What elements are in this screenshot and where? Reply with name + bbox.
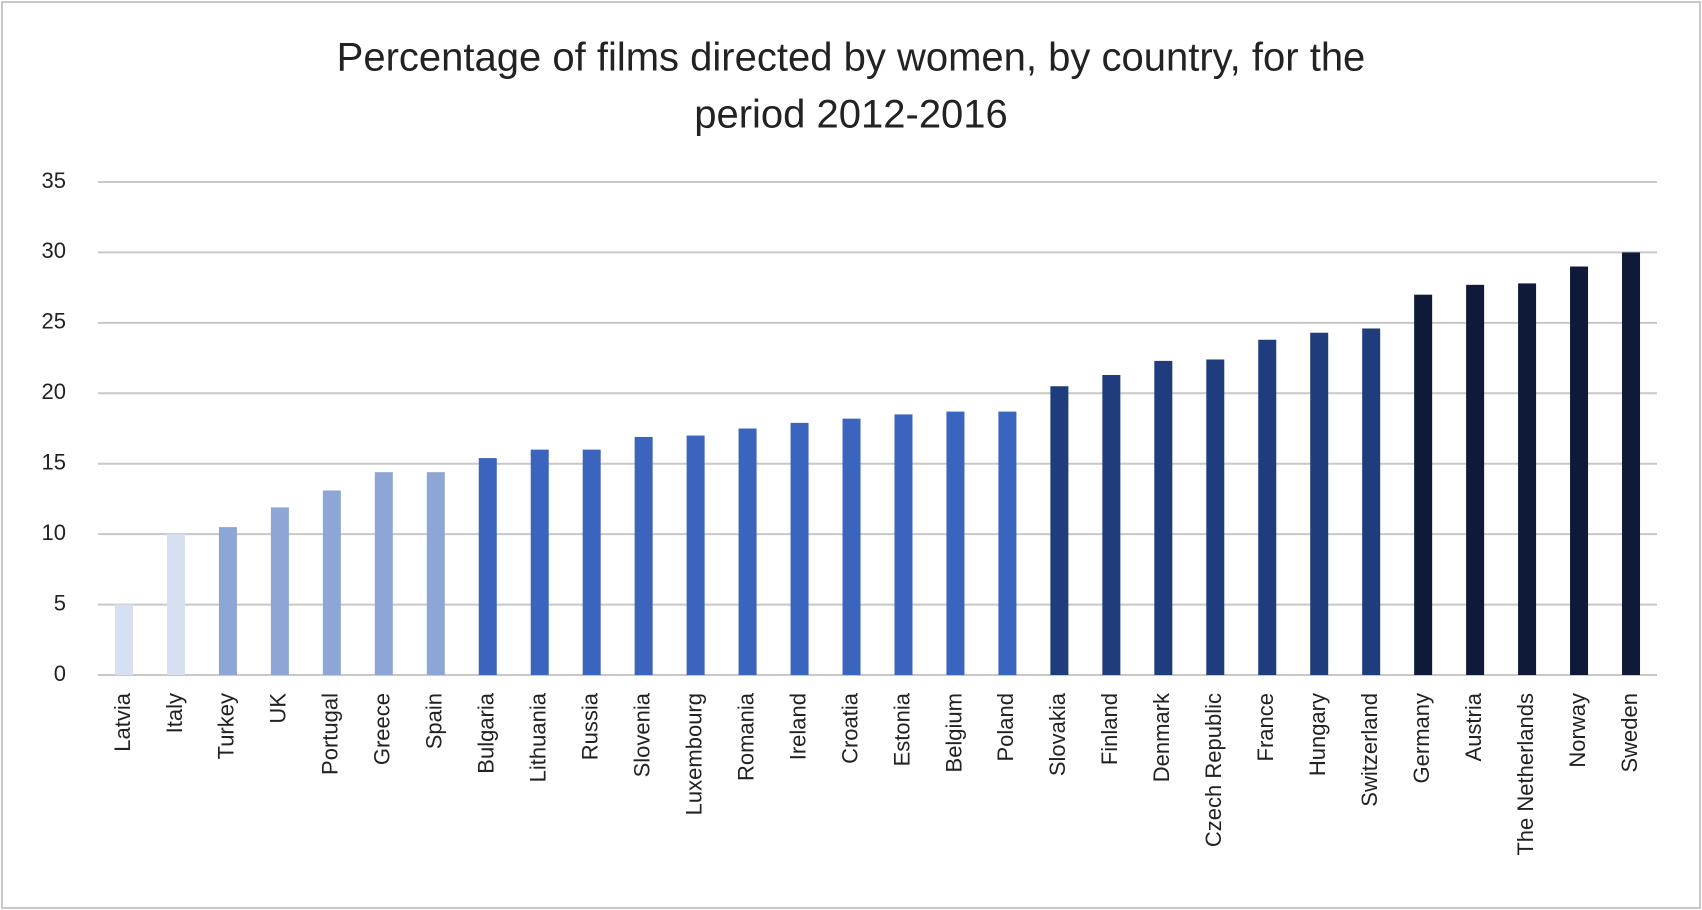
x-tick-label: France — [1253, 693, 1278, 761]
x-tick-label: Norway — [1565, 693, 1590, 768]
bar — [1362, 328, 1381, 675]
y-tick-label: 30 — [42, 238, 66, 263]
x-tick-label: Switzerland — [1357, 693, 1382, 807]
bar — [842, 418, 861, 675]
y-tick-label: 20 — [42, 379, 66, 404]
y-tick-label: 5 — [54, 590, 66, 615]
y-tick-label: 10 — [42, 520, 66, 545]
x-tick-label: Greece — [370, 693, 395, 765]
x-tick-label: Czech Republic — [1201, 693, 1226, 847]
x-tick-label: Turkey — [214, 693, 239, 759]
y-tick-label: 35 — [42, 168, 66, 193]
bar — [946, 411, 965, 675]
x-tick-label: Poland — [993, 693, 1018, 762]
bar — [1414, 294, 1433, 675]
x-tick-label: Finland — [1097, 693, 1122, 765]
bar — [1466, 284, 1485, 675]
x-tick-label: Bulgaria — [474, 692, 499, 773]
x-tick-label: Luxembourg — [681, 693, 706, 815]
bar — [1310, 332, 1329, 675]
bar — [166, 534, 185, 675]
x-tick-label: UK — [266, 693, 291, 724]
x-tick-label: Estonia — [889, 692, 914, 766]
x-tick-label: Russia — [577, 692, 602, 760]
x-tick-label: Austria — [1461, 692, 1486, 761]
bar — [686, 435, 705, 675]
bar — [1518, 283, 1537, 675]
bar — [634, 436, 653, 675]
y-tick-label: 15 — [42, 450, 66, 475]
bar — [998, 411, 1017, 675]
x-tick-label: Slovakia — [1045, 692, 1070, 776]
x-tick-label: Italy — [162, 693, 187, 733]
bar — [270, 507, 289, 675]
bar — [790, 422, 809, 675]
bar — [1102, 374, 1121, 675]
chart-title: Percentage of films directed by women, b… — [337, 36, 1366, 80]
x-tick-label: Ireland — [785, 693, 810, 760]
x-tick-label: Germany — [1409, 693, 1434, 783]
bar — [1622, 252, 1641, 675]
x-tick-label: Latvia — [110, 692, 135, 751]
bar — [478, 458, 497, 675]
bar — [738, 428, 757, 675]
x-tick-label: Portugal — [318, 693, 343, 775]
bar — [1206, 359, 1225, 675]
bar — [322, 490, 341, 675]
bar — [530, 449, 549, 675]
bar — [374, 472, 393, 675]
bar — [1570, 266, 1589, 675]
bar — [218, 527, 237, 675]
bar — [1258, 339, 1277, 675]
x-tick-label: Belgium — [941, 693, 966, 772]
x-tick-label: Sweden — [1617, 693, 1642, 773]
bar — [582, 449, 601, 675]
bar — [426, 472, 445, 675]
x-tick-label: Lithuania — [526, 692, 551, 782]
y-tick-label: 25 — [42, 309, 66, 334]
x-tick-label: Spain — [422, 693, 447, 749]
y-tick-label: 0 — [54, 661, 66, 686]
x-tick-label: Slovenia — [629, 692, 654, 777]
x-tick-label: The Netherlands — [1513, 693, 1538, 856]
x-tick-label: Croatia — [837, 692, 862, 764]
bar — [114, 604, 133, 675]
bar — [1050, 386, 1069, 675]
x-tick-label: Hungary — [1305, 693, 1330, 776]
chart-title: period 2012-2016 — [694, 93, 1008, 137]
x-tick-label: Romania — [733, 692, 758, 781]
bar — [1154, 360, 1173, 675]
x-tick-label: Denmark — [1149, 692, 1174, 782]
bar — [894, 414, 913, 675]
